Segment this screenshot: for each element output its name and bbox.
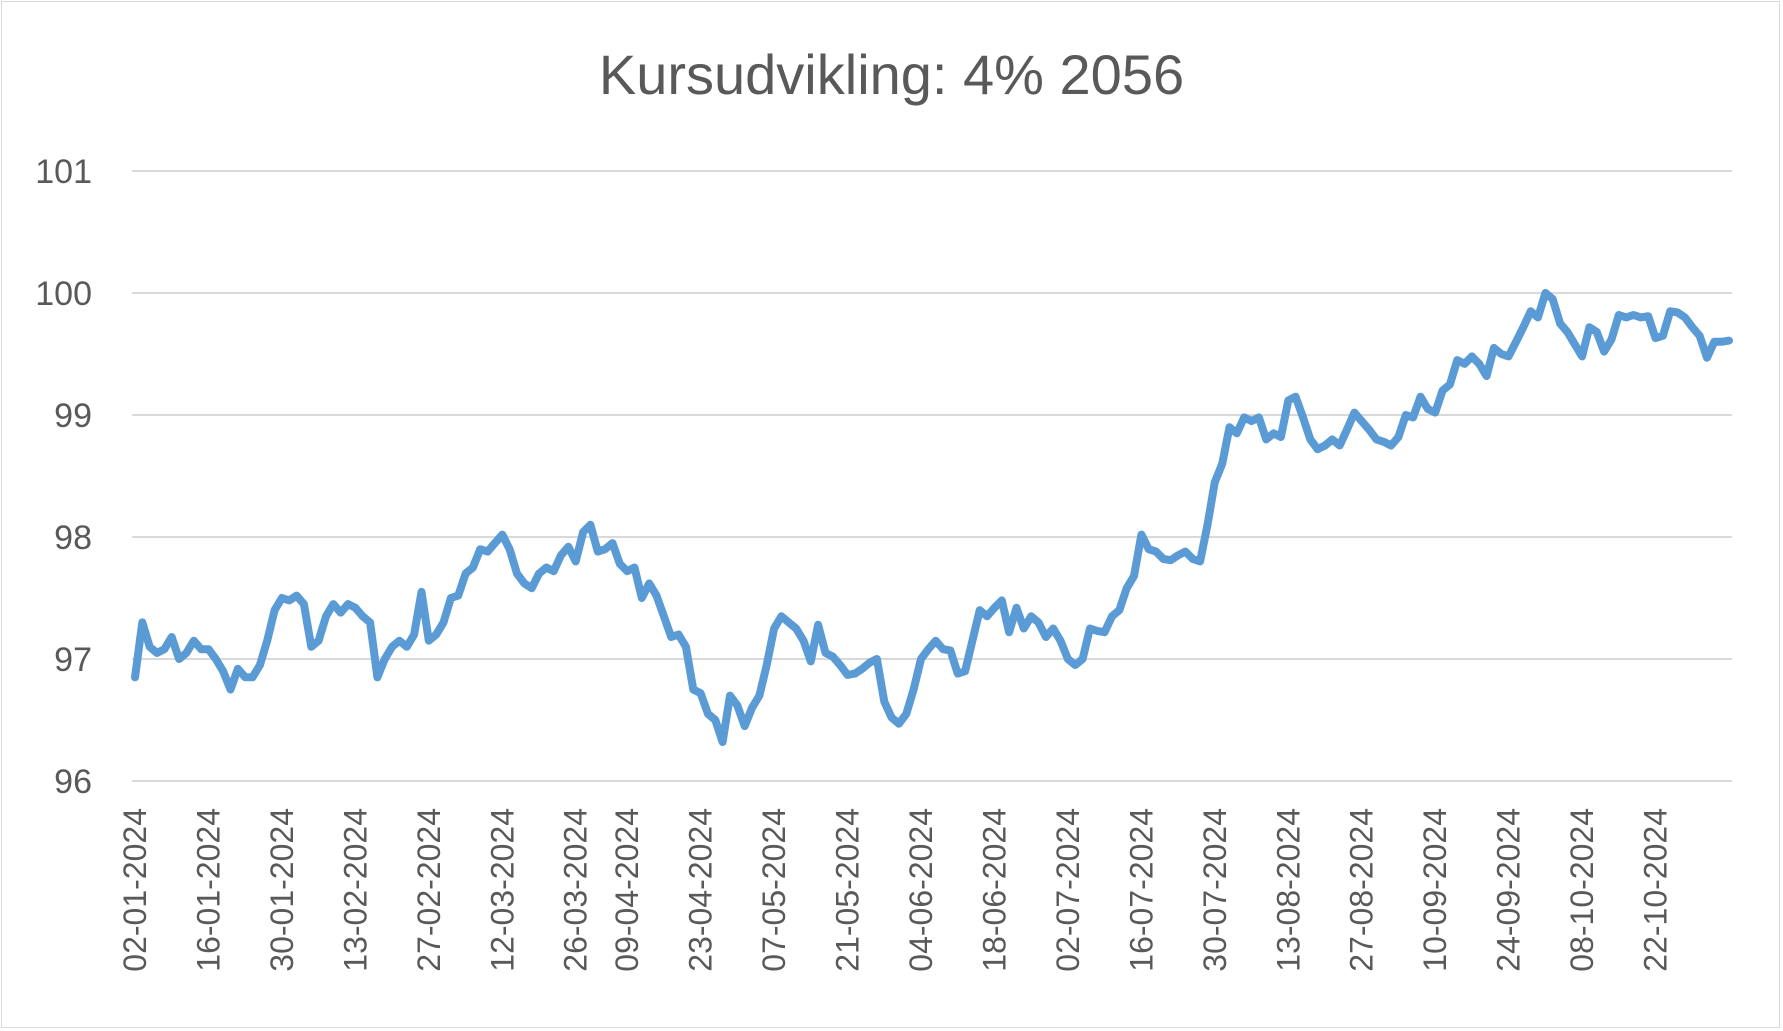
- x-tick-label: 13-02-2024: [337, 808, 373, 972]
- x-tick-label: 10-09-2024: [1417, 808, 1453, 972]
- gridlines: [132, 170, 1732, 782]
- x-tick-label: 12-03-2024: [484, 808, 520, 972]
- x-tick-label: 16-07-2024: [1123, 808, 1159, 972]
- chart-title: Kursudvikling: 4% 2056: [598, 43, 1185, 106]
- x-tick-label: 24-09-2024: [1491, 808, 1527, 972]
- x-tick-label: 27-02-2024: [411, 808, 447, 972]
- x-axis: 02-01-2024 16-01-2024 30-01-2024 13-02-2024…: [117, 808, 1674, 972]
- x-tick-label: 02-01-2024: [117, 808, 153, 972]
- x-tick-label: 07-05-2024: [756, 808, 792, 972]
- x-tick-label: 02-07-2024: [1050, 808, 1086, 972]
- x-tick-label: 27-08-2024: [1344, 808, 1380, 972]
- x-tick-label: 16-01-2024: [190, 808, 226, 972]
- x-tick-label: 13-08-2024: [1270, 808, 1306, 972]
- x-tick-label: 08-10-2024: [1564, 808, 1600, 972]
- y-tick-label: 99: [54, 397, 92, 435]
- x-tick-label: 30-01-2024: [264, 808, 300, 972]
- x-tick-label: 30-07-2024: [1197, 808, 1233, 972]
- series-layer: [131, 289, 1733, 746]
- x-tick-label: 09-04-2024: [609, 808, 645, 972]
- x-tick-label: 21-05-2024: [830, 808, 866, 972]
- x-tick-label: 26-03-2024: [558, 808, 594, 972]
- x-tick-label: 04-06-2024: [903, 808, 939, 972]
- y-tick-label: 101: [35, 153, 92, 191]
- y-tick-label: 98: [54, 519, 92, 557]
- y-tick-label: 96: [54, 763, 92, 801]
- y-axis: 96 97 98 99 100 101: [35, 153, 92, 801]
- series-line: [131, 289, 1733, 746]
- x-tick-label: 23-04-2024: [683, 808, 719, 972]
- x-tick-label: 22-10-2024: [1638, 808, 1674, 972]
- x-tick-label: 18-06-2024: [976, 808, 1012, 972]
- y-tick-label: 100: [35, 275, 92, 313]
- y-tick-label: 97: [54, 641, 92, 679]
